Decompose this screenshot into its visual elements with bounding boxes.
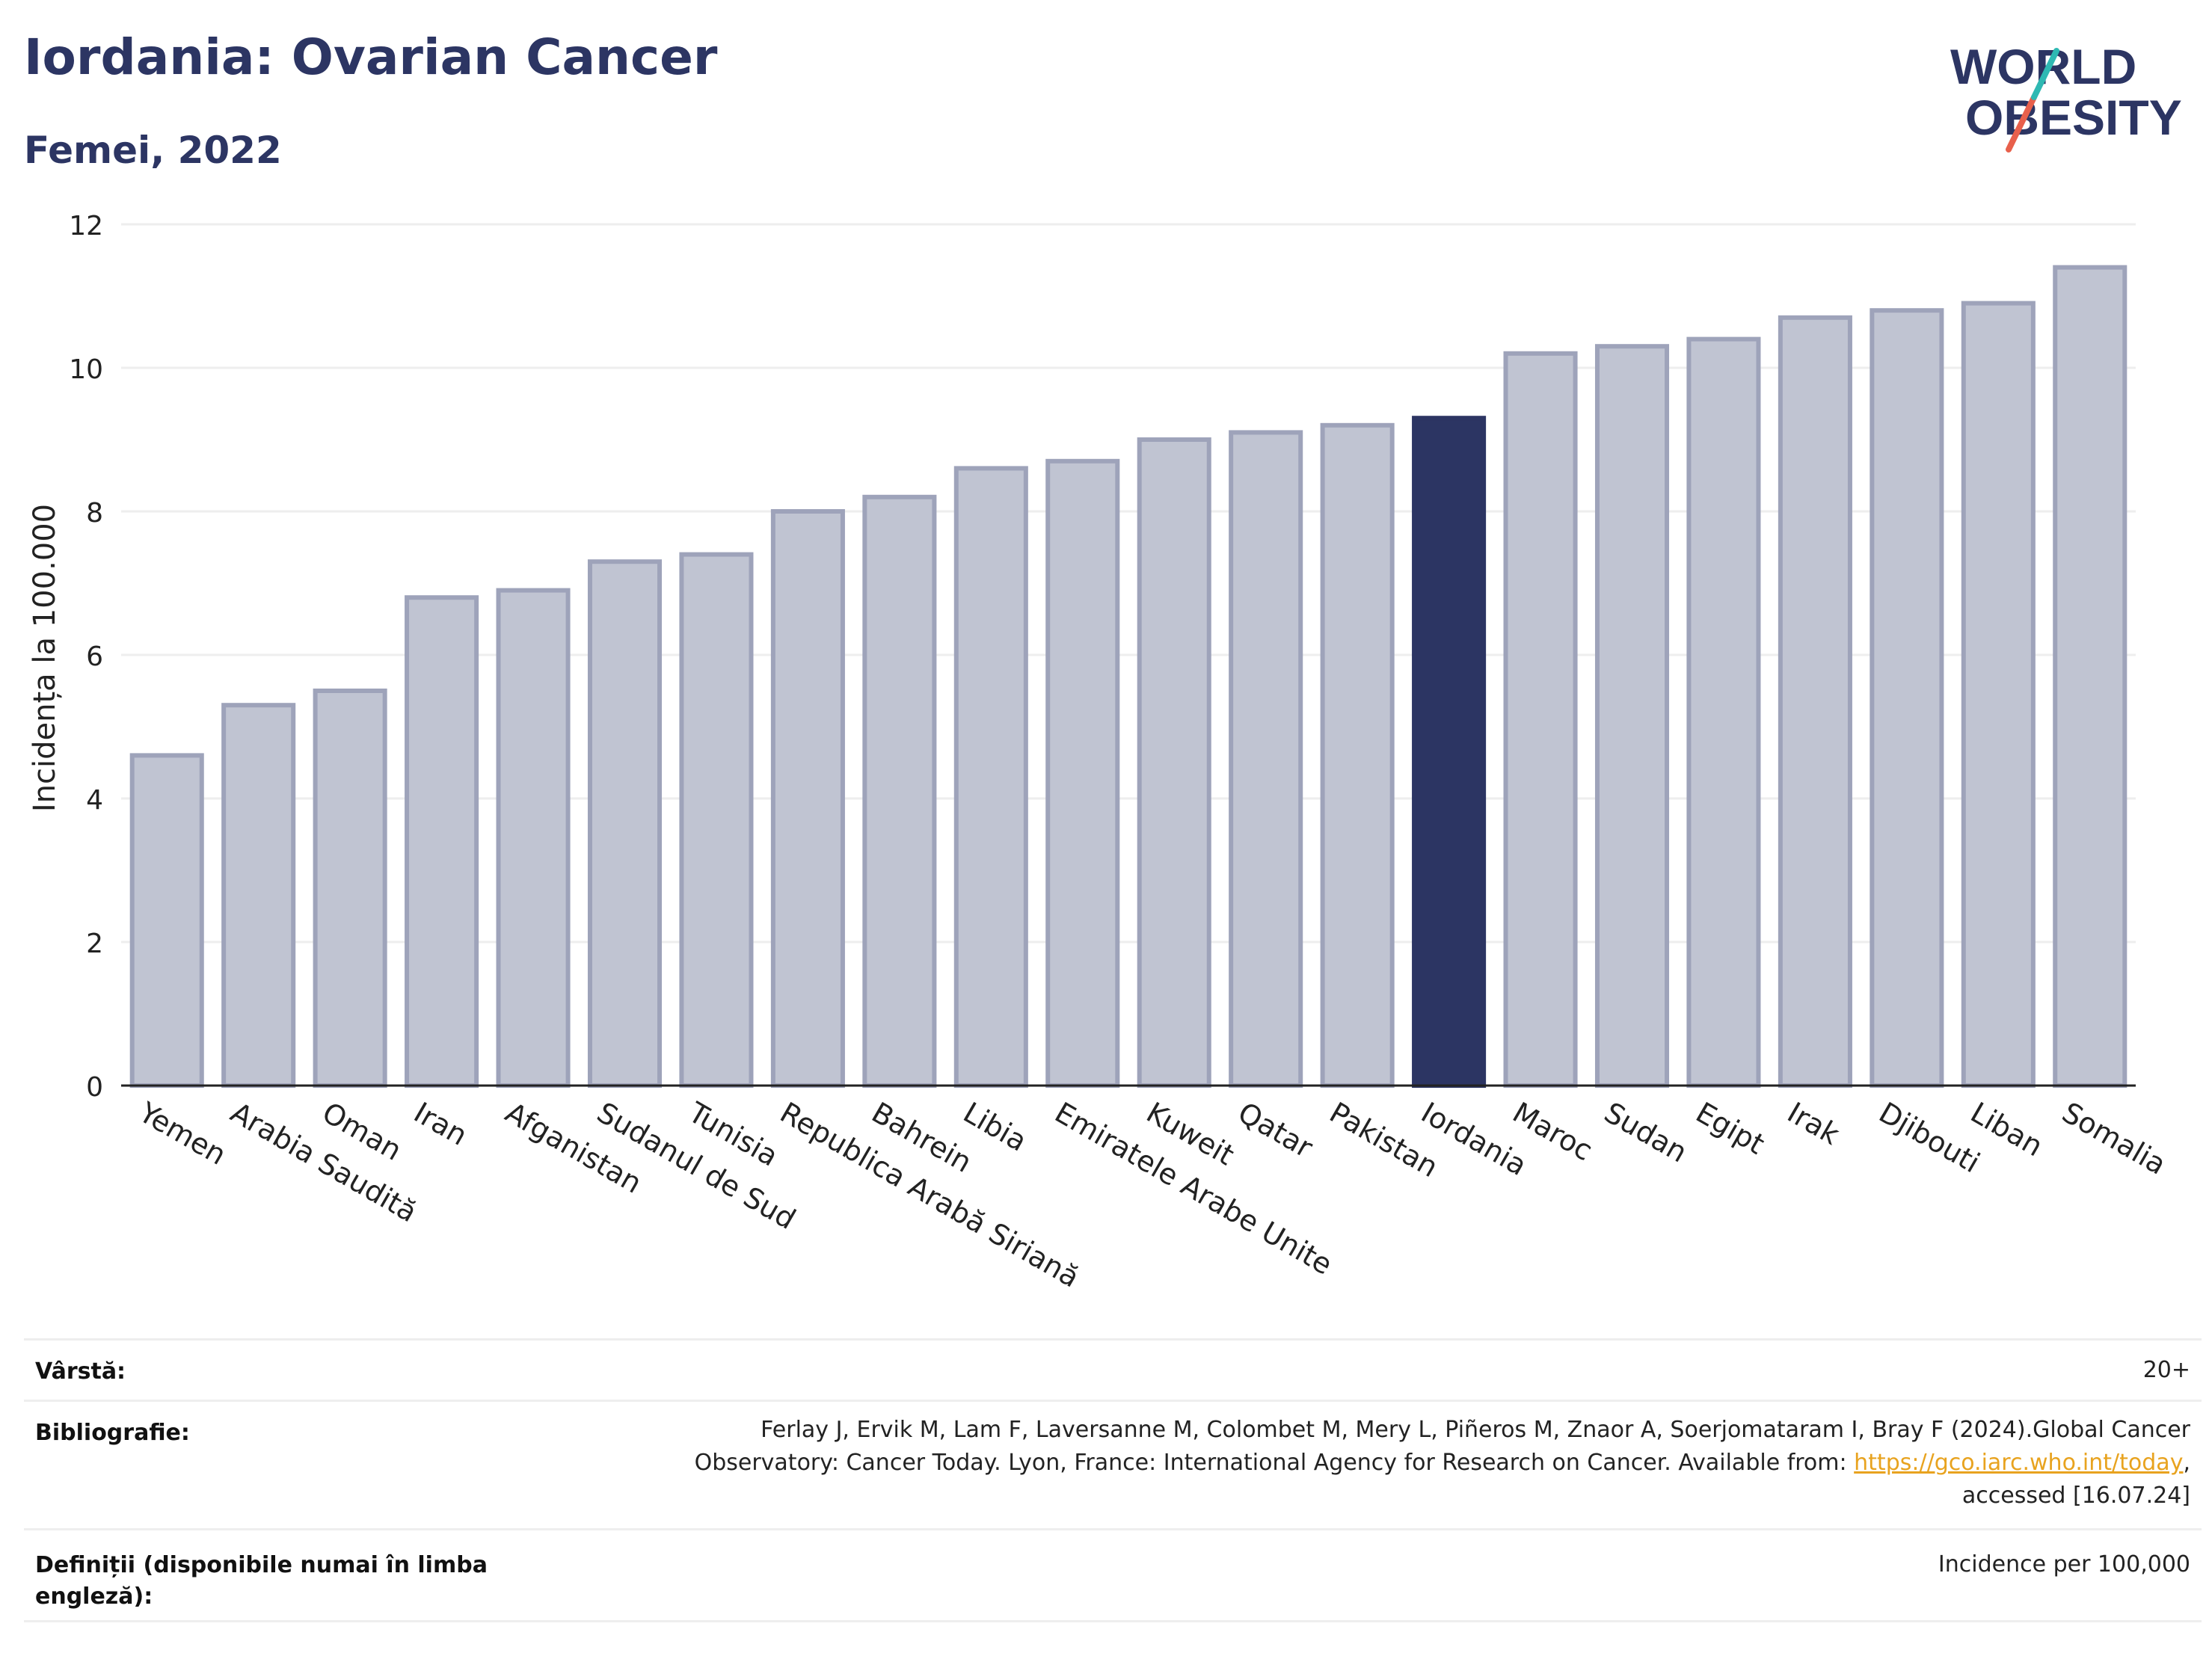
bar-iordania[interactable]	[1412, 416, 1487, 1088]
x-tick-label: Irak	[1782, 1096, 1845, 1151]
x-tick-label: Egipt	[1690, 1096, 1770, 1161]
y-tick-label: 2	[86, 929, 103, 959]
y-tick-label: 0	[86, 1072, 103, 1103]
x-tick-label: Sudan	[1599, 1096, 1693, 1169]
bar-republica-arabă-siriană[interactable]	[770, 509, 845, 1088]
x-tick-label: Yemen	[133, 1095, 232, 1172]
bar-afganistan[interactable]	[496, 588, 571, 1088]
y-tick-label: 12	[69, 211, 103, 241]
bar-maroc[interactable]	[1503, 351, 1578, 1088]
bibliography-line-1: Ferlay J, Ervik M, Lam F, Laversanne M, …	[761, 1417, 2190, 1443]
y-tick-label: 4	[86, 785, 103, 816]
bar-sudanul-de-sud[interactable]	[587, 559, 663, 1088]
bar-oman[interactable]	[313, 689, 387, 1088]
chart-title: Iordania: Ovarian Cancer	[24, 28, 718, 86]
bars	[129, 265, 2127, 1089]
bar-irak[interactable]	[1778, 315, 1852, 1088]
bibliography-value: Ferlay J, Ervik M, Lam F, Laversanne M, …	[695, 1414, 2190, 1512]
x-tick-label: Somalia	[2056, 1096, 2172, 1181]
world-obesity-logo: WORLD OBESITY	[1950, 39, 2182, 153]
bibliography-label: Bibliografie:	[35, 1420, 190, 1446]
info-table: Vârstă: 20+ Bibliografie: Ferlay J, Ervi…	[24, 1338, 2202, 1622]
y-tick-label: 10	[69, 354, 103, 385]
bibliography-text: Observatory: Cancer Today. Lyon, France:…	[694, 1450, 1855, 1476]
source-link[interactable]: https://gco.iarc.who.int/today	[1854, 1450, 2184, 1476]
bar-egipt[interactable]	[1686, 336, 1761, 1089]
age-value: 20+	[2142, 1357, 2190, 1383]
age-label: Vârstă:	[35, 1358, 126, 1385]
bibliography-row: Bibliografie: Ferlay J, Ervik M, Lam F, …	[24, 1400, 2202, 1529]
x-tick-label: Qatar	[1232, 1096, 1318, 1165]
bar-liban[interactable]	[1961, 301, 2036, 1089]
definitions-value: Incidence per 100,000	[1938, 1551, 2190, 1577]
bar-tunisia[interactable]	[679, 552, 754, 1088]
bar-kuweit[interactable]	[1137, 437, 1211, 1088]
x-tick-label: Djibouti	[1873, 1096, 1985, 1180]
x-tick-label: Iran	[408, 1096, 473, 1152]
bar-yemen[interactable]	[129, 753, 204, 1089]
age-row: Vârstă: 20+	[24, 1338, 2202, 1400]
bar-djibouti[interactable]	[1870, 308, 1944, 1089]
bar-libia[interactable]	[953, 466, 1028, 1088]
y-tick-label: 6	[86, 641, 103, 672]
definitions-row: Definiții (disponibile numai în limba en…	[24, 1528, 2202, 1622]
bibliography-line-2: Observatory: Cancer Today. Lyon, France:…	[695, 1447, 2190, 1480]
y-tick-label: 8	[86, 498, 103, 529]
bar-pakistan[interactable]	[1320, 422, 1395, 1088]
bibliography-comma: ,	[2183, 1450, 2190, 1476]
bar-arabia-saudită[interactable]	[221, 703, 296, 1088]
bibliography-line-3: accessed [16.07.24]	[1961, 1483, 2190, 1509]
svg-text:OBESITY: OBESITY	[1965, 90, 2182, 145]
bar-emiratele-arabe-unite[interactable]	[1045, 458, 1120, 1088]
svg-text:WORLD: WORLD	[1950, 39, 2136, 94]
bar-sudan[interactable]	[1594, 344, 1670, 1088]
y-axis-label: Incidența la 100.000	[28, 503, 62, 813]
bar-somalia[interactable]	[2053, 265, 2127, 1089]
bar-iran[interactable]	[405, 595, 479, 1088]
definitions-label: Definiții (disponibile numai în limba en…	[35, 1552, 488, 1610]
bar-qatar[interactable]	[1229, 430, 1303, 1088]
chart-subtitle: Femei, 2022	[24, 129, 282, 172]
bar-bahrein[interactable]	[862, 494, 937, 1088]
